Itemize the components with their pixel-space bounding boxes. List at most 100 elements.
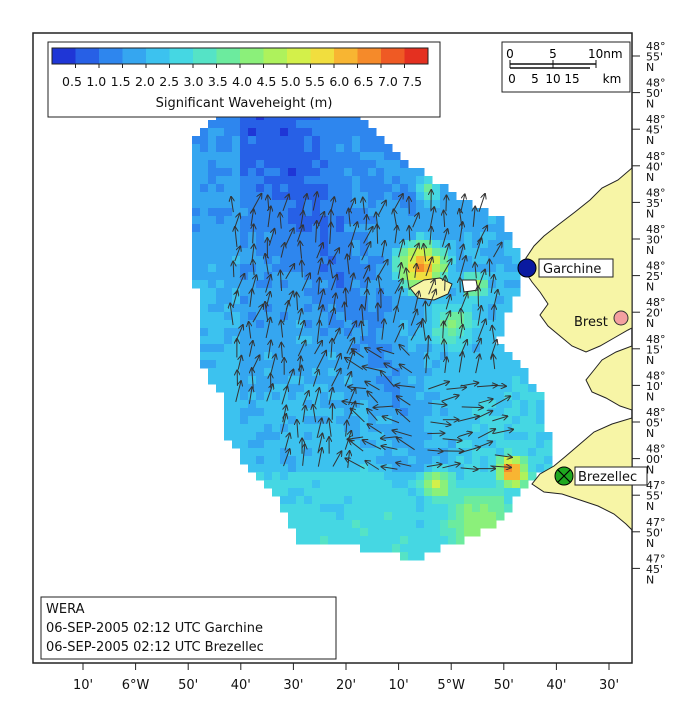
wave-cell xyxy=(488,240,497,249)
wave-cell xyxy=(248,392,257,401)
wave-cell xyxy=(224,296,233,305)
wave-cell xyxy=(240,384,249,393)
wave-cell xyxy=(224,136,233,145)
wave-cell xyxy=(440,368,449,377)
wave-cell xyxy=(320,368,329,377)
wave-cell xyxy=(248,464,257,473)
wave-cell xyxy=(400,504,409,513)
wave-cell xyxy=(424,440,433,449)
wave-cell xyxy=(272,488,281,497)
wave-cell xyxy=(192,168,201,177)
colorbar-swatch xyxy=(334,48,358,64)
wave-cell xyxy=(512,472,521,481)
wave-cell xyxy=(336,528,345,537)
wave-cell xyxy=(288,304,297,313)
wave-cell xyxy=(496,472,505,481)
wave-cell xyxy=(320,480,329,489)
colorbar-tick-label: 5.0 xyxy=(281,74,301,89)
wave-cell xyxy=(472,408,481,417)
wave-cell xyxy=(200,344,209,353)
wave-cell xyxy=(248,176,257,185)
wave-cell xyxy=(256,120,265,129)
wave-cell xyxy=(376,520,385,529)
wave-cell xyxy=(488,312,497,321)
wave-cell xyxy=(320,136,329,145)
wave-cell xyxy=(392,184,401,193)
wave-cell xyxy=(416,184,425,193)
wave-cell xyxy=(384,208,393,217)
wave-cell xyxy=(248,408,257,417)
wave-cell xyxy=(232,176,241,185)
wave-cell xyxy=(352,208,361,217)
wave-cell xyxy=(368,520,377,529)
wave-cell xyxy=(400,168,409,177)
wave-cell xyxy=(296,432,305,441)
wave-cell xyxy=(264,344,273,353)
wave-cell xyxy=(448,512,457,521)
wave-cell xyxy=(248,264,257,273)
wave-cell xyxy=(408,512,417,521)
wave-cell xyxy=(432,456,441,465)
wave-cell xyxy=(352,328,361,337)
wave-cell xyxy=(464,480,473,489)
wave-cell xyxy=(472,456,481,465)
wave-cell xyxy=(256,128,265,137)
lat-tick-label: N xyxy=(646,573,654,586)
wave-cell xyxy=(448,328,457,337)
wave-cell xyxy=(368,208,377,217)
wave-cell xyxy=(312,184,321,193)
wave-cell xyxy=(448,440,457,449)
wave-cell xyxy=(496,512,505,521)
wave-cell xyxy=(200,256,209,265)
lon-tick-label: 50' xyxy=(494,678,514,693)
wave-cell xyxy=(424,496,433,505)
wave-cell xyxy=(376,344,385,353)
wave-cell xyxy=(416,472,425,481)
wave-cell xyxy=(384,232,393,241)
colorbar-swatch xyxy=(405,48,429,64)
wave-cell xyxy=(520,416,529,425)
wave-cell xyxy=(360,456,369,465)
wave-cell xyxy=(536,448,545,457)
wave-cell xyxy=(232,344,241,353)
wave-cell xyxy=(368,544,377,553)
colorbar-swatch xyxy=(170,48,194,64)
wave-cell xyxy=(464,496,473,505)
wave-cell xyxy=(504,288,513,297)
lat-tick-label: N xyxy=(646,464,654,477)
wave-cell xyxy=(224,128,233,137)
wave-cell xyxy=(536,424,545,433)
wave-cell xyxy=(360,496,369,505)
scale-km-5: 5 xyxy=(531,72,539,86)
wave-cell xyxy=(248,240,257,249)
wave-cell xyxy=(256,320,265,329)
wave-cell xyxy=(328,528,337,537)
wave-cell xyxy=(424,352,433,361)
wave-cell xyxy=(304,496,313,505)
wave-cell xyxy=(480,416,489,425)
wave-cell xyxy=(256,392,265,401)
wave-cell xyxy=(360,128,369,137)
wave-cell xyxy=(384,400,393,409)
wave-cell xyxy=(256,208,265,217)
wave-cell xyxy=(496,408,505,417)
wave-cell xyxy=(448,216,457,225)
wave-cell xyxy=(304,528,313,537)
wave-cell xyxy=(408,392,417,401)
wave-cell xyxy=(320,408,329,417)
wave-cell xyxy=(464,248,473,257)
lat-tick-label: N xyxy=(646,171,654,184)
wave-cell xyxy=(432,216,441,225)
wave-cell xyxy=(456,536,465,545)
wave-cell xyxy=(408,528,417,537)
wave-cell xyxy=(456,512,465,521)
wave-cell xyxy=(376,360,385,369)
wave-cell xyxy=(464,328,473,337)
wave-cell xyxy=(240,424,249,433)
wave-cell xyxy=(224,184,233,193)
wave-cell xyxy=(200,168,209,177)
wave-cell xyxy=(280,232,289,241)
wave-cell xyxy=(272,168,281,177)
wave-cell xyxy=(304,232,313,241)
wave-cell xyxy=(432,192,441,201)
